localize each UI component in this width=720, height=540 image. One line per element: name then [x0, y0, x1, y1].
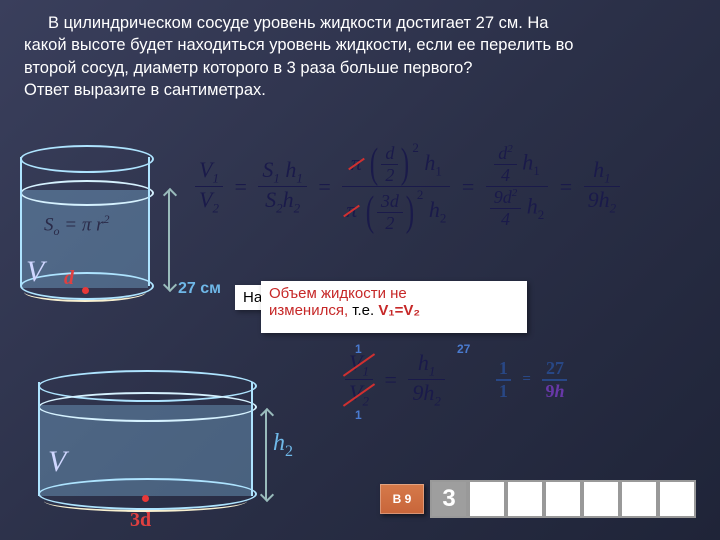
label-3d-bot: 3d — [130, 509, 151, 532]
problem-line-1: В цилиндрическом сосуде уровень жидкости… — [24, 12, 696, 34]
answer-cell[interactable] — [544, 480, 582, 518]
label-V-top: V — [26, 255, 44, 289]
answer-cell[interactable] — [468, 480, 506, 518]
answer-cell[interactable] — [658, 480, 696, 518]
task-number-badge: В 9 — [380, 484, 424, 514]
answer-cell[interactable] — [582, 480, 620, 518]
problem-line-2: какой высоте будет находиться уровень жи… — [24, 34, 696, 56]
hint-box: Объем жидкости не изменился, т.е. V₁=V₂ — [261, 281, 527, 333]
answer-cell-filled[interactable]: 3 — [430, 480, 468, 518]
problem-line-4: Ответ выразите в сантиметрах. — [24, 79, 696, 101]
dim-arrow-top — [168, 190, 170, 290]
label-V-bot: V — [48, 445, 66, 479]
label-h2: h2 — [273, 430, 293, 461]
main-formula: V1 V2 = S1 h1 S2h2 = π (d2)2 h1 π (3d2)2… — [195, 140, 705, 270]
cylinder-bottom: V 3d — [38, 370, 253, 510]
problem-statement: В цилиндрическом сосуде уровень жидкости… — [0, 0, 720, 107]
area-formula: So = π r2 — [44, 212, 109, 239]
answer-cell[interactable] — [506, 480, 544, 518]
answer-row: В 9 3 — [380, 480, 696, 518]
answer-cell[interactable] — [620, 480, 658, 518]
label-27cm: 27 см — [178, 280, 221, 298]
label-d-top: d — [64, 267, 74, 290]
second-formula: 1 27 1 V1 V2 = h1 9h2 1 1 = 27 9h — [345, 350, 645, 430]
dim-arrow-bot — [265, 410, 267, 500]
problem-line-3: второй сосуд, диаметр которого в 3 раза … — [24, 57, 696, 79]
